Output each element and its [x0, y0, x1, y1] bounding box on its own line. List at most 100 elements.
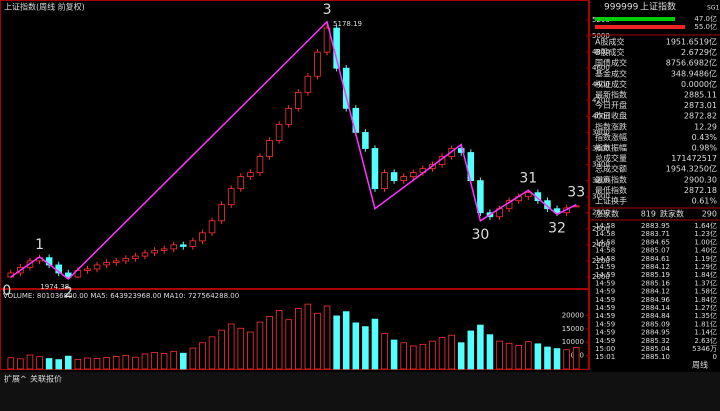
wave-label: 2	[64, 285, 73, 301]
tick-price: 2884.65	[641, 238, 670, 246]
candle-body	[227, 188, 235, 206]
y-tick-label: 4800	[592, 48, 610, 56]
stat-label: 今日开盘	[595, 100, 627, 110]
y-tick-label: 3200	[592, 177, 610, 185]
up-label: 涨家数	[595, 209, 619, 219]
stat-value: 2872.82	[684, 112, 717, 121]
candle-body	[457, 148, 465, 153]
period-label: 周线	[692, 360, 708, 370]
stat-value: 12.29	[694, 122, 717, 131]
volume-bar	[342, 311, 350, 370]
wave-label: 1	[35, 237, 44, 253]
candle-body	[553, 208, 561, 214]
candle-body	[371, 148, 379, 190]
tick-volume: 1.14亿	[694, 328, 717, 337]
volume-bar	[285, 319, 292, 370]
y-tick-label: 3600	[592, 145, 610, 153]
candle-body	[295, 91, 302, 109]
candle-body	[285, 107, 292, 125]
stat-value: 1951.6519亿	[666, 37, 717, 47]
y-tick-label: 2400	[592, 241, 610, 249]
volume-bar	[314, 312, 321, 370]
candle-body	[275, 124, 283, 141]
tick-time: 14:59	[595, 337, 615, 345]
candle-body	[525, 192, 532, 198]
stock-tag: SG1	[707, 5, 719, 12]
candle-body	[199, 232, 206, 242]
volume-bar	[400, 342, 407, 370]
stat-label: 基金成交	[595, 68, 627, 78]
volume-bar	[362, 326, 369, 370]
y-tick-label: 2200	[592, 257, 610, 265]
volume-bar	[544, 346, 551, 370]
volume-bar	[515, 345, 522, 370]
candle-body	[93, 264, 101, 270]
volume-bar	[486, 334, 494, 370]
volume-bar	[429, 340, 436, 370]
stat-label: A股成交	[595, 37, 624, 47]
stat-value: 2.6729亿	[681, 47, 717, 57]
volume-bar	[295, 308, 302, 370]
candle-body	[160, 248, 168, 251]
tick-price: 2884.95	[641, 329, 670, 337]
volume-bar	[74, 358, 82, 370]
candle-body	[266, 140, 273, 157]
tick-volume: 1.58亿	[694, 287, 717, 296]
tick-price: 2885.10	[641, 353, 670, 361]
tick-time: 14:59	[595, 271, 615, 279]
tick-time: 14:59	[595, 296, 615, 304]
wave-label: 30	[471, 227, 489, 243]
y-tick-label: 4400	[592, 80, 610, 88]
stat-label: 权证成交	[595, 79, 627, 89]
stat-label: 总成交额	[595, 164, 627, 174]
volume-bar	[84, 357, 91, 370]
tick-price: 2884.96	[641, 296, 670, 304]
volume-bar	[304, 303, 312, 370]
volume-bar	[525, 341, 532, 370]
y-tick-label: 2800	[592, 209, 610, 217]
tick-volume: 1.23亿	[694, 229, 717, 238]
stat-label: B股成交	[595, 47, 625, 57]
tick-price: 2884.14	[641, 304, 670, 312]
tick-volume: 1.81亿	[694, 319, 717, 328]
volume-bar	[65, 355, 72, 370]
tick-volume: 2.63亿	[694, 336, 717, 345]
tick-price: 2885.16	[641, 279, 670, 287]
candle-body	[237, 176, 245, 190]
volume-bar	[266, 316, 273, 370]
buy-amount: 47.0亿	[694, 14, 717, 23]
candle-body	[400, 176, 407, 182]
candle-body	[304, 75, 312, 93]
wave-label: 33	[567, 185, 585, 201]
volume-bar	[45, 358, 53, 370]
tick-time: 14:59	[595, 329, 615, 337]
expand-button[interactable]: 扩展^	[4, 374, 27, 384]
y-tick-label: 3400	[592, 161, 610, 169]
tick-time: 14:58	[595, 222, 615, 230]
buy-bar	[595, 17, 675, 21]
vol-tick-label: 10000	[562, 338, 584, 346]
stat-label: 总成交量	[595, 153, 627, 163]
tick-time: 14:58	[595, 247, 615, 255]
candle-body	[84, 268, 91, 271]
candle-body	[141, 252, 149, 257]
low-label: 1974.38	[40, 283, 69, 291]
up-count: 819	[641, 210, 656, 219]
related-quote[interactable]: 关联报价	[30, 374, 62, 384]
tick-volume: 1.29亿	[694, 262, 717, 271]
tick-price: 2885.07	[641, 247, 670, 255]
stat-value: 2873.01	[684, 101, 717, 110]
tick-volume: 0	[713, 353, 717, 361]
volume-bar	[151, 351, 158, 370]
tick-volume: 1.00亿	[694, 237, 717, 246]
volume-bar	[237, 327, 245, 370]
stat-label: 指数涨幅	[595, 132, 627, 142]
tick-price: 2883.71	[641, 230, 670, 238]
tick-time: 14:59	[595, 312, 615, 320]
y-tick-label: 2600	[592, 225, 610, 233]
stat-label: 指数振幅	[595, 143, 627, 153]
volume-bar	[7, 357, 15, 370]
volume-bar	[505, 342, 513, 370]
tick-time: 14:59	[595, 279, 615, 287]
